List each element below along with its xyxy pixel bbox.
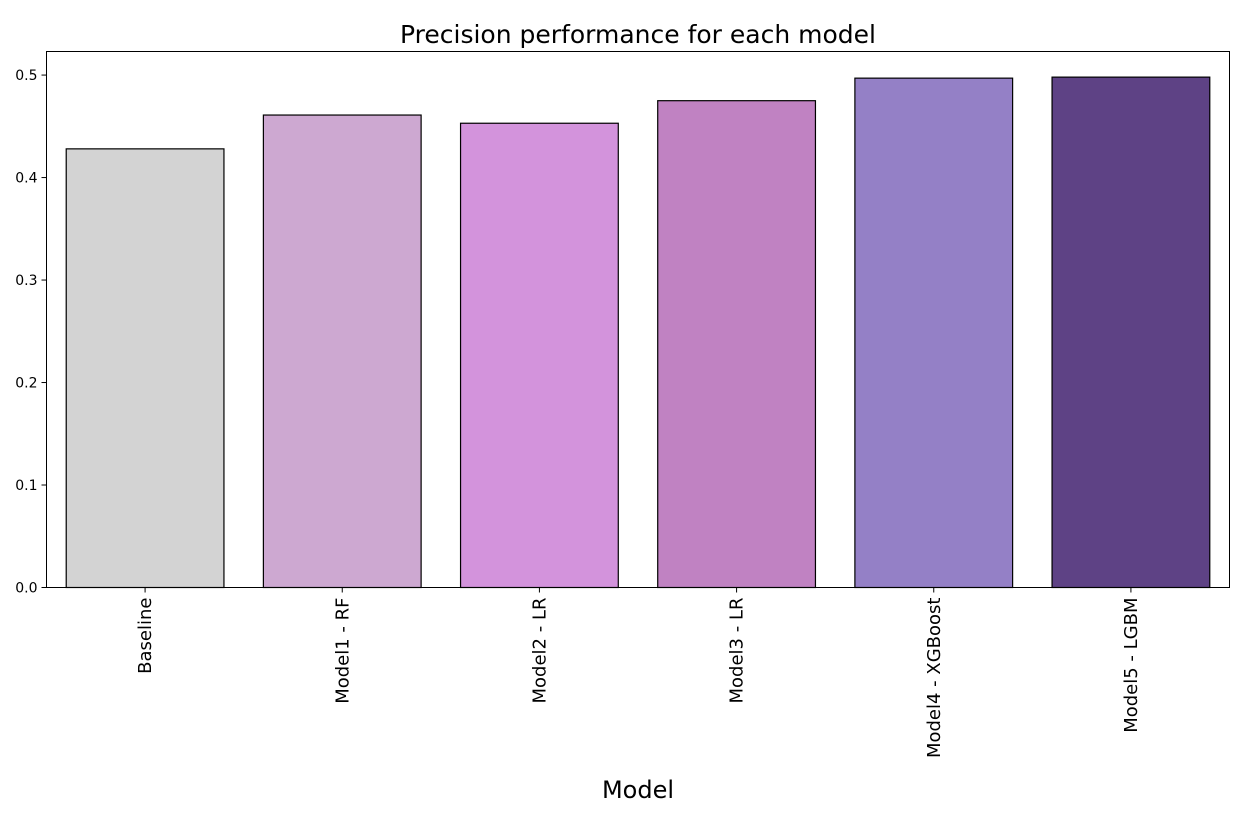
y-tick-label-0: 0.0	[15, 581, 37, 597]
x-tick-label-0: Baseline	[135, 598, 156, 674]
bar-2	[459, 122, 619, 589]
y-tick-label-4: 0.4	[15, 171, 37, 187]
y-tick-label-2: 0.2	[15, 376, 37, 392]
y-tick-label-3: 0.3	[15, 273, 37, 289]
x-tick-label-2: Model2 - LR	[529, 598, 550, 704]
bars-layer	[65, 76, 1211, 589]
y-tick-label-1: 0.1	[15, 478, 37, 494]
y-tick-label-5: 0.5	[15, 68, 37, 84]
bar-4	[854, 77, 1014, 589]
x-axis-label: Model	[602, 776, 674, 804]
x-tick-label-1: Model1 - RF	[332, 598, 353, 704]
x-tick-label-4: Model4 - XGBoost	[924, 598, 945, 759]
plot-frame	[46, 51, 1230, 588]
y-axis: 0.0 0.1 0.2 0.3 0.4 0.5	[15, 68, 47, 597]
bar-0	[65, 148, 225, 589]
bar-3	[657, 100, 817, 589]
bar-1	[262, 114, 422, 589]
bar-5	[1051, 76, 1211, 589]
x-axis: Baseline Model1 - RF Model2 - LR Model3 - L…	[135, 587, 1142, 759]
chart-title: Precision performance for each model	[400, 20, 876, 49]
x-tick-label-5: Model5 - LGBM	[1121, 598, 1142, 733]
x-tick-label-3: Model3 - LR	[727, 598, 748, 704]
